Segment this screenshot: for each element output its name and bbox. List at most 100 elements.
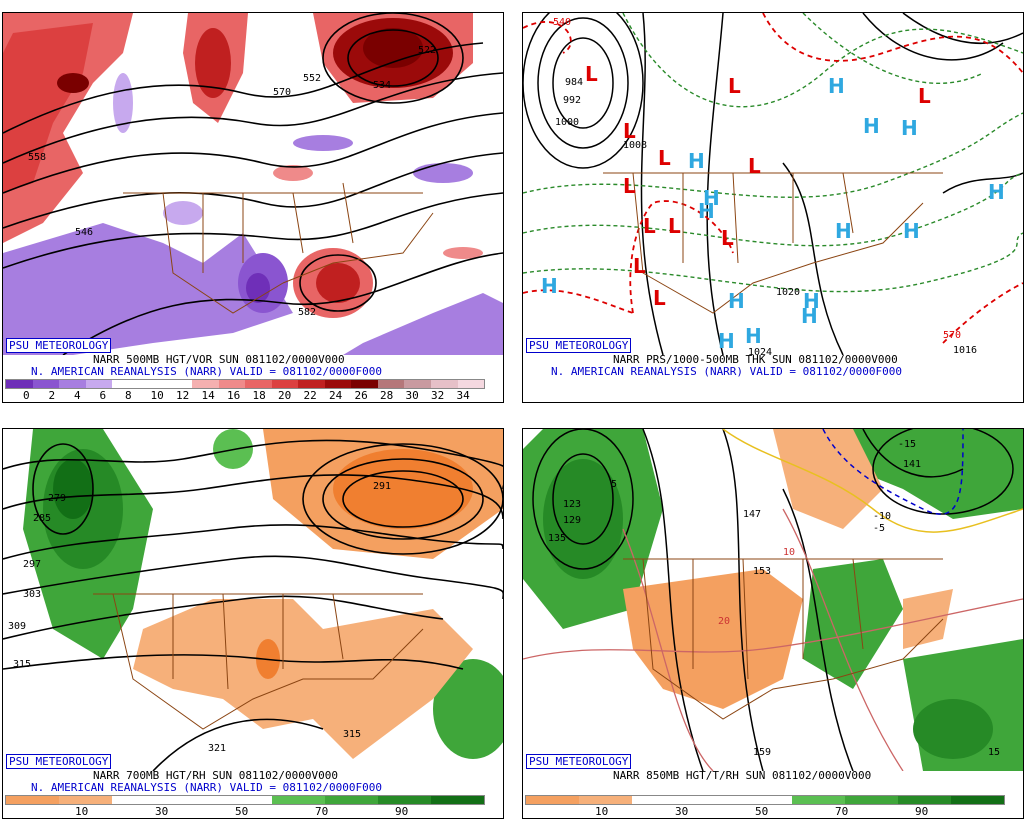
panel-850mb-temp-rh: 123 129 135 141 147 153 159 -15 -10 -5 5… xyxy=(522,428,1024,819)
svg-text:H: H xyxy=(718,329,735,353)
scale-swatch xyxy=(298,380,325,388)
thickness-label: 540 xyxy=(553,17,571,28)
scale-swatch xyxy=(738,796,792,804)
scale-label: 34 xyxy=(456,389,470,402)
svg-text:H: H xyxy=(703,186,720,210)
political-borders xyxy=(123,182,434,314)
scale-swatch xyxy=(138,380,166,388)
panel-pressure-thickness: L L L L L L L L L L L L H H H H H H H H … xyxy=(522,12,1024,403)
contour-label: 558 xyxy=(28,152,46,163)
scale-swatch xyxy=(897,796,951,804)
scale-label: 20 xyxy=(278,389,292,402)
scale-swatch xyxy=(324,380,352,388)
scale-swatch xyxy=(245,380,272,388)
svg-text:H: H xyxy=(728,289,745,313)
scale-swatch xyxy=(324,796,378,804)
scale-label: 10 xyxy=(150,389,164,402)
panel-500mb-vorticity: 522 534 552 570 558 546 582 PSU METEOROL… xyxy=(2,12,504,403)
scale-label: 90 xyxy=(395,805,409,818)
contour-label: 534 xyxy=(373,80,391,91)
isobars xyxy=(523,13,1023,355)
scale-label: 4 xyxy=(74,389,81,402)
temp-label: -10 xyxy=(873,511,891,522)
temp-label: 20 xyxy=(718,616,730,627)
svg-text:H: H xyxy=(828,74,845,98)
scale-swatch xyxy=(430,796,484,804)
cold-isotherm xyxy=(822,429,964,515)
isobar-label: 1008 xyxy=(623,140,647,151)
scale-swatch xyxy=(112,380,139,388)
panel-subtitle: N. AMERICAN REANALYSIS (NARR) VALID = 08… xyxy=(31,365,382,378)
scale-label: 10 xyxy=(75,805,89,818)
scale-label: 18 xyxy=(252,389,266,402)
temp-label: 10 xyxy=(783,547,795,558)
scale-swatch xyxy=(271,796,325,804)
svg-text:L: L xyxy=(653,286,666,310)
contour-label: 582 xyxy=(298,307,316,318)
map-850mb: 123 129 135 141 147 153 159 -15 -10 -5 5… xyxy=(523,429,1023,771)
panel-title: NARR 850MB HGT/T/RH SUN 081102/0000V000 xyxy=(613,769,872,782)
svg-text:L: L xyxy=(748,154,761,178)
psu-meteorology-badge: PSU METEOROLOGY xyxy=(526,754,632,769)
scale-label: 16 xyxy=(227,389,241,402)
scale-label: 30 xyxy=(155,805,169,818)
contour-label: 303 xyxy=(23,589,41,600)
scale-label: 6 xyxy=(99,389,107,402)
svg-text:H: H xyxy=(835,219,852,243)
height-contours xyxy=(3,13,503,355)
rh-scale-labels: 10 30 50 70 90 xyxy=(525,805,1005,818)
temp-label: -5 xyxy=(873,523,885,534)
temp-label: 5 xyxy=(611,479,617,490)
isobar-label: 1016 xyxy=(953,345,977,355)
svg-text:H: H xyxy=(745,324,762,348)
scale-swatch xyxy=(579,796,633,804)
svg-text:L: L xyxy=(721,226,734,250)
vorticity-color-scale xyxy=(5,379,485,389)
scale-label: 24 xyxy=(329,389,343,402)
scale-label: 22 xyxy=(303,389,317,402)
scale-swatch xyxy=(526,796,580,804)
contour-label: 285 xyxy=(33,513,51,524)
contour-label: 309 xyxy=(8,621,26,632)
svg-text:L: L xyxy=(623,174,636,198)
svg-text:L: L xyxy=(633,254,646,278)
svg-text:L: L xyxy=(728,74,741,98)
contour-label: 123 xyxy=(563,499,581,510)
scale-label: 28 xyxy=(380,389,394,402)
scale-label: 50 xyxy=(755,805,769,818)
panel-title: NARR 700MB HGT/RH SUN 081102/0000V000 xyxy=(93,769,339,782)
psu-meteorology-badge: PSU METEOROLOGY xyxy=(6,338,112,353)
scale-label: 30 xyxy=(675,805,689,818)
contour-label: 297 xyxy=(23,559,41,570)
isotherms xyxy=(523,508,1023,771)
contour-label: 159 xyxy=(753,747,771,758)
contour-label: 135 xyxy=(548,533,566,544)
thickness-label: 570 xyxy=(943,330,961,341)
scale-label: 30 xyxy=(405,389,419,402)
political-borders xyxy=(93,593,424,730)
scale-swatch xyxy=(632,796,686,804)
height-contours xyxy=(532,429,1014,771)
vorticity-min-area xyxy=(3,223,293,355)
svg-text:H: H xyxy=(901,116,918,140)
contour-label: 570 xyxy=(273,87,291,98)
panel-subtitle: N. AMERICAN REANALYSIS (NARR) VALID = 08… xyxy=(31,781,382,794)
map-500mb: 522 534 552 570 558 546 582 xyxy=(3,13,503,355)
scale-label: 50 xyxy=(235,805,249,818)
height-contours xyxy=(3,439,503,771)
rh-color-scale xyxy=(5,795,485,805)
scale-label: 2 xyxy=(48,389,56,402)
scale-swatch xyxy=(59,796,113,804)
svg-text:H: H xyxy=(903,219,920,243)
svg-text:L: L xyxy=(668,214,681,238)
contour-label: 147 xyxy=(743,509,761,520)
scale-swatch xyxy=(59,380,86,388)
scale-swatch xyxy=(112,796,166,804)
scale-swatch xyxy=(6,796,60,804)
svg-text:H: H xyxy=(698,199,715,223)
scale-swatch xyxy=(791,796,845,804)
svg-text:H: H xyxy=(803,289,820,313)
scale-label: 32 xyxy=(431,389,445,402)
temp-label: 15 xyxy=(988,747,1000,758)
isobar-label: 1024 xyxy=(748,347,772,355)
